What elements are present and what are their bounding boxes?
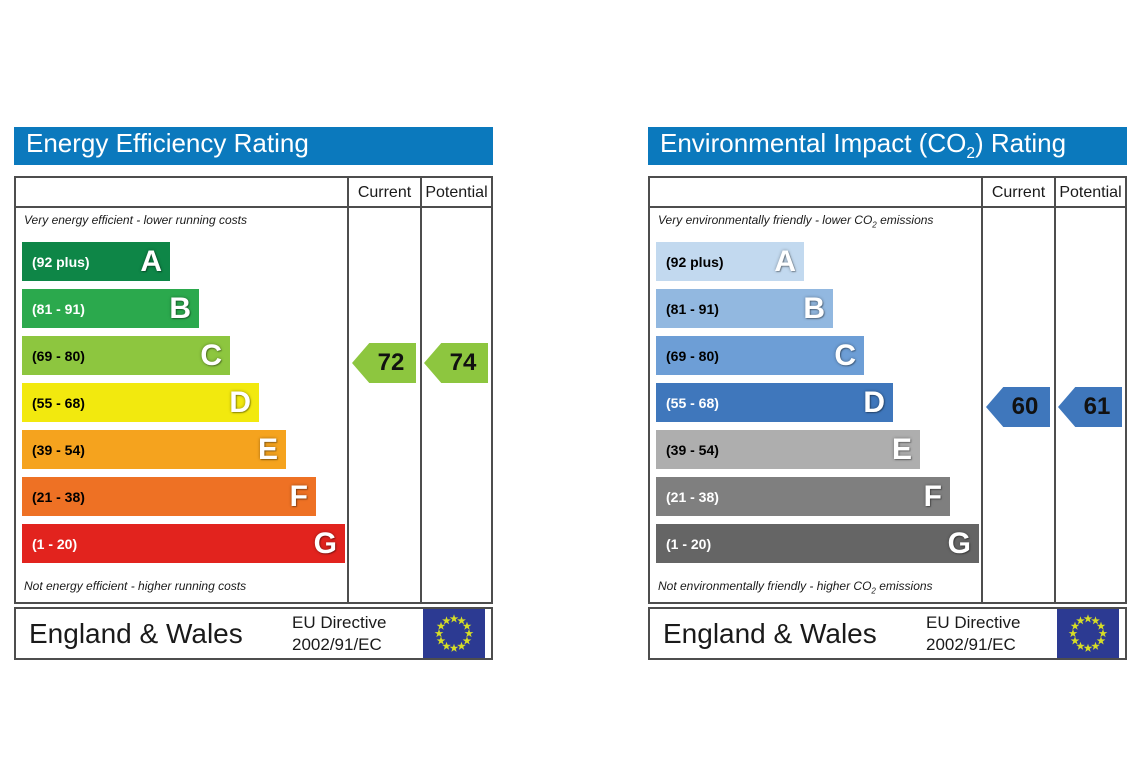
caption-text-post: emissions [875,578,933,593]
table-header-row: Current Potential [650,178,1125,208]
table-header-row: Current Potential [16,178,491,208]
band-c-range: (69 - 80) [666,347,719,364]
potential-column-header: Potential [1059,184,1122,201]
caption-text: Very energy efficient - lower running co… [24,213,247,227]
band-g: (1 - 20) G [656,524,979,563]
energy-chart-footer: England & Wales EU Directive 2002/91/EC [14,607,493,660]
potential-value: 61 [1083,393,1111,420]
top-caption: Very energy efficient - lower running co… [24,213,247,229]
current-value-arrow: 72 [352,343,416,383]
band-c: (69 - 80) C [22,336,230,375]
potential-value-arrow: 74 [424,343,488,383]
band-f-range: (21 - 38) [32,488,85,505]
title-subscript: 2 [966,145,976,163]
potential-column-divider [420,178,422,602]
potential-column-divider [1054,178,1056,602]
band-b-range: (81 - 91) [666,300,719,317]
energy-chart-title: Energy Efficiency Rating [26,130,309,162]
band-d: (55 - 68) D [22,383,259,422]
band-f-letter: F [289,479,308,513]
top-caption: Very environmentally friendly - lower CO… [658,213,933,229]
current-column-header: Current [991,184,1046,201]
band-d-letter: D [863,385,885,419]
energy-rating-bands: (92 plus) A (81 - 91) B (69 - 80) C (55 … [22,242,345,571]
band-c-range: (69 - 80) [32,347,85,364]
band-c-letter: C [834,338,856,372]
band-f: (21 - 38) F [656,477,950,516]
potential-column-header: Potential [425,184,488,201]
energy-rating-table: Current Potential Very energy efficient … [14,176,493,604]
energy-chart-title-bar: Energy Efficiency Rating [14,127,493,165]
eu-directive-line1: EU Directive [926,612,1021,632]
band-a-letter: A [774,244,796,278]
current-column-divider [981,178,983,602]
band-e: (39 - 54) E [656,430,920,469]
band-e-letter: E [891,432,912,466]
band-e-range: (39 - 54) [32,441,85,458]
current-value: 72 [377,349,405,376]
band-a: (92 plus) A [22,242,170,281]
eu-flag-icon [423,609,485,658]
band-d: (55 - 68) D [656,383,893,422]
band-b-range: (81 - 91) [32,300,85,317]
environmental-impact-rating-chart: Environmental Impact (CO2) Rating Curren… [648,127,1127,660]
current-column-header: Current [357,184,412,201]
eu-directive-line1: EU Directive [292,612,387,632]
current-value-arrow: 60 [986,387,1050,427]
eu-directive-label: EU Directive 2002/91/EC [926,611,1020,655]
band-b: (81 - 91) B [22,289,199,328]
band-a: (92 plus) A [656,242,804,281]
band-a-letter: A [140,244,162,278]
title-text-post: ) Rating [975,128,1067,159]
potential-value: 74 [449,349,477,376]
potential-value-arrow: 61 [1058,387,1122,427]
band-a-range: (92 plus) [32,253,90,270]
caption-text: Not environmentally friendly - higher CO [658,578,872,593]
band-f-letter: F [923,479,942,513]
title-text: Energy Efficiency Rating [26,128,309,159]
eu-directive-line2: 2002/91/EC [292,634,382,654]
bottom-caption: Not energy efficient - higher running co… [24,579,246,595]
band-e-range: (39 - 54) [666,441,719,458]
band-d-letter: D [229,385,251,419]
caption-text: Very environmentally friendly - lower CO [658,213,873,227]
band-f: (21 - 38) F [22,477,316,516]
band-b-letter: B [803,291,825,325]
band-b-letter: B [169,291,191,325]
band-f-range: (21 - 38) [666,488,719,505]
environmental-chart-title: Environmental Impact (CO2) Rating [660,130,1066,162]
band-c-letter: C [200,338,222,372]
eu-flag-icon [1057,609,1119,658]
eu-directive-line2: 2002/91/EC [926,634,1016,654]
band-a-range: (92 plus) [666,253,724,270]
band-g-letter: G [313,526,337,560]
band-e-letter: E [257,432,278,466]
energy-efficiency-rating-chart: Energy Efficiency Rating Current Potenti… [14,127,493,660]
caption-text: Not energy efficient - higher running co… [24,578,247,593]
band-b: (81 - 91) B [656,289,833,328]
band-e: (39 - 54) E [22,430,286,469]
band-c: (69 - 80) C [656,336,864,375]
co2-subscript: 2 [872,220,877,230]
current-column-divider [347,178,349,602]
band-g: (1 - 20) G [22,524,345,563]
band-d-range: (55 - 68) [666,394,719,411]
title-text: Environmental Impact (CO [660,128,967,159]
band-g-letter: G [947,526,971,560]
environmental-chart-title-bar: Environmental Impact (CO2) Rating [648,127,1127,165]
environmental-chart-footer: England & Wales EU Directive 2002/91/EC [648,607,1127,660]
co2-subscript: 2 [871,586,876,595]
current-value: 60 [1011,393,1039,420]
band-d-range: (55 - 68) [32,394,85,411]
band-g-range: (1 - 20) [32,535,78,552]
band-g-range: (1 - 20) [666,535,712,552]
environmental-rating-bands: (92 plus) A (81 - 91) B (69 - 80) C (55 … [656,242,979,571]
environmental-rating-table: Current Potential Very environmentally f… [648,176,1127,604]
caption-text-post: emissions [876,213,934,227]
region-label: England & Wales [29,617,243,649]
eu-directive-label: EU Directive 2002/91/EC [292,611,386,655]
region-label: England & Wales [663,617,877,649]
bottom-caption: Not environmentally friendly - higher CO… [658,579,933,595]
